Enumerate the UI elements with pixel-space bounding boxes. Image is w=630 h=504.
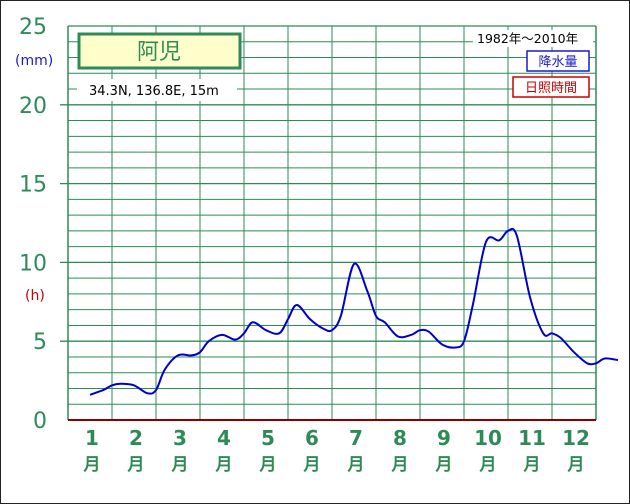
month-number-label: 5 <box>261 426 275 450</box>
y-unit-precipitation: (mm) <box>15 53 53 69</box>
month-number-label: 9 <box>437 426 451 450</box>
month-suffix-label: 月 <box>523 455 541 475</box>
month-number-label: 12 <box>562 426 590 450</box>
station-name: 阿児 <box>137 40 181 65</box>
month-number-label: 3 <box>173 426 187 450</box>
month-suffix-label: 月 <box>567 455 585 475</box>
month-suffix-label: 月 <box>347 455 365 475</box>
month-number-label: 11 <box>518 426 546 450</box>
y-tick-label: 5 <box>33 330 47 355</box>
series-line-precipitation <box>89 227 619 396</box>
y-tick-label: 0 <box>33 409 47 434</box>
month-suffix-label: 月 <box>435 455 453 475</box>
month-suffix-label: 月 <box>215 455 233 475</box>
period-bg <box>473 30 593 47</box>
month-suffix-label: 月 <box>303 455 321 475</box>
month-number-label: 10 <box>474 426 502 450</box>
month-number-label: 4 <box>217 426 231 450</box>
month-suffix-label: 月 <box>391 455 409 475</box>
station-label-box <box>77 32 242 70</box>
y-tick-label: 15 <box>19 173 47 198</box>
coords-bg <box>77 79 237 101</box>
month-suffix-label: 月 <box>259 455 277 475</box>
y-axis-ticks: 0 5 10 15 20 25 <box>19 15 47 434</box>
legend-precipitation: 降水量 <box>538 55 577 70</box>
legend-precipitation-box <box>526 50 590 72</box>
legend-sunshine-box <box>512 76 590 98</box>
month-number-label: 6 <box>305 426 319 450</box>
month-suffix-label: 月 <box>83 455 101 475</box>
series-layer <box>89 227 619 396</box>
data-period: 1982年～2010年 <box>477 31 578 46</box>
y-tick-label: 10 <box>19 251 47 276</box>
station-coordinates: 34.3N, 136.8E, 15m <box>89 84 219 99</box>
month-number-label: 1 <box>85 426 99 450</box>
y-tick-label: 25 <box>19 15 47 40</box>
x-axis-month-labels: 1 月 2 月 3 月 4 月 5 月 6 月 7 月 8 月 9 月 10 月 11 月 12 月 <box>83 426 590 475</box>
month-suffix-label: 月 <box>479 455 497 475</box>
month-number-label: 7 <box>349 426 363 450</box>
legend-sunshine: 日照時間 <box>525 81 577 96</box>
month-number-label: 8 <box>393 426 407 450</box>
month-number-label: 2 <box>129 426 143 450</box>
month-suffix-label: 月 <box>171 455 189 475</box>
y-unit-sunshine: (h) <box>25 288 45 304</box>
month-suffix-label: 月 <box>127 455 145 475</box>
y-tick-label: 20 <box>19 94 47 119</box>
